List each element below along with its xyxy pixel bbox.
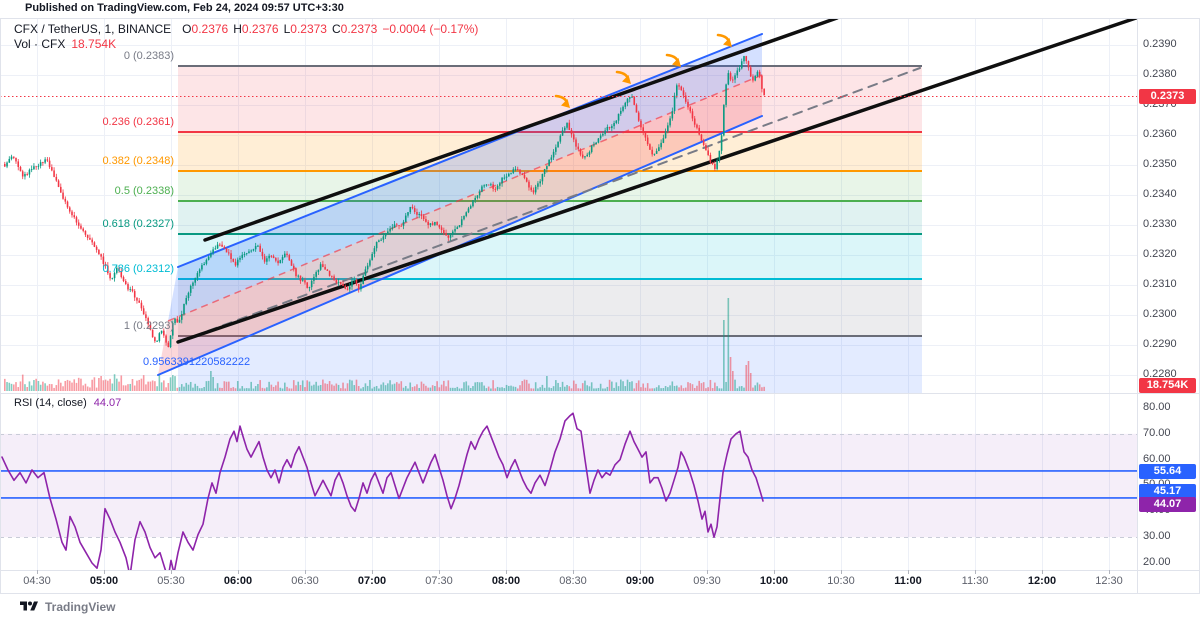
lower-black-trendline[interactable]: [176, 18, 1137, 344]
ohlc-value: 0.2373: [340, 22, 378, 36]
time-label-06:00: 06:00: [223, 575, 253, 587]
time-label-11:00: 11:00: [894, 575, 922, 587]
time-label-05:30: 05:30: [157, 575, 185, 587]
ohlc-value: 0.2376: [241, 22, 279, 36]
time-label-10:30: 10:30: [827, 575, 855, 587]
tradingview-logo-icon[interactable]: [20, 599, 38, 614]
rsi-tick-label: 70.00: [1143, 426, 1171, 439]
fib-level-label-1[interactable]: 1 (0.2293): [123, 320, 174, 332]
candlestick-series[interactable]: [4, 55, 765, 349]
rsi-band-fill: [0, 433, 1137, 538]
symbol-title: CFX / TetherUS, 1, BINANCE: [14, 22, 172, 36]
fib-level-label-0.236[interactable]: 0.236 (0.2361): [102, 116, 174, 128]
time-label-07:00: 07:00: [357, 575, 387, 587]
ohlc-label: O: [182, 22, 192, 36]
ohlc-value: 0.2373: [290, 22, 327, 36]
price-tick-label: 0.2350: [1143, 158, 1177, 170]
rsi-line-badge-upper: 55.64: [1139, 464, 1196, 479]
ohlc-label: C: [331, 22, 341, 36]
volume-label: Vol · CFX: [14, 37, 66, 51]
down-arrow-head-icon: [723, 38, 732, 47]
volume-value: 18.754K: [71, 37, 117, 51]
time-label-05:00: 05:00: [89, 575, 119, 587]
time-label-09:30: 09:30: [693, 575, 721, 587]
arrow-markers[interactable]: [554, 33, 732, 108]
ohlc-label: L: [283, 22, 291, 36]
fib-level-label-0.5[interactable]: 0.5 (0.2338): [114, 185, 174, 197]
rsi-tick-label: 60.00: [1143, 452, 1171, 465]
price-tick-label: 0.2320: [1143, 248, 1177, 260]
ohlc-label: H: [233, 22, 242, 36]
price-tick-label: 0.2330: [1143, 218, 1177, 230]
price-tick-label: 0.2290: [1143, 338, 1177, 350]
fib-level-label-0.382[interactable]: 0.382 (0.2348): [102, 155, 174, 167]
footer: TradingView: [20, 599, 115, 614]
price-tick-label: 0.2300: [1143, 308, 1177, 320]
volume-legend[interactable]: Vol · CFX 18.754K: [14, 37, 116, 51]
published-bar: Published on TradingView.com, Feb 24, 20…: [25, 2, 344, 14]
rsi-value-badge: 44.07: [1139, 497, 1196, 512]
down-arrow-head-icon: [561, 99, 570, 108]
fib-level-label-0.786[interactable]: 0.786 (0.2312): [102, 263, 174, 275]
price-tick-label: 0.2360: [1143, 128, 1177, 140]
price-tick-label: 0.2280: [1143, 368, 1177, 380]
rsi-line: [1, 412, 764, 570]
time-label-08:30: 08:30: [559, 575, 587, 587]
channel-upper-line[interactable]: [177, 33, 763, 268]
time-label-07:30: 07:30: [425, 575, 453, 587]
time-label-09:00: 09:00: [625, 575, 655, 587]
time-label-04:30: 04:30: [23, 575, 51, 587]
change-value: −0.0004 (−0.17%): [382, 22, 479, 36]
price-tick-label: 0.2310: [1143, 278, 1177, 290]
rsi-legend[interactable]: RSI (14, close) 44.07: [14, 397, 121, 409]
time-label-08:00: 08:00: [491, 575, 521, 587]
rsi-tick-label: 30.00: [1143, 530, 1171, 543]
rsi-tick-label: 80.00: [1143, 401, 1171, 413]
symbol-legend[interactable]: CFX / TetherUS, 1, BINANCE O0.2376 H0.2376…: [14, 22, 478, 36]
time-label-12:00: 12:00: [1027, 575, 1057, 587]
dashed-trendline[interactable]: [177, 67, 921, 343]
ohlc-values: O0.2376 H0.2376 L0.2373 C0.2373: [177, 22, 377, 36]
time-label-10:00: 10:00: [759, 575, 789, 587]
price-pane[interactable]: [0, 18, 1137, 393]
fib-level-label-0.618[interactable]: 0.618 (0.2327): [102, 218, 174, 230]
last-price-badge: 0.2373: [1139, 89, 1196, 104]
upper-black-trendline[interactable]: [203, 18, 839, 242]
down-arrow-head-icon: [622, 75, 631, 84]
rsi-value: 44.07: [93, 397, 122, 409]
rsi-tick-label: 20.00: [1143, 555, 1171, 568]
price-tick-label: 0.2340: [1143, 188, 1177, 200]
volume-series: [4, 298, 765, 391]
down-arrow-head-icon: [672, 58, 681, 67]
parallel-channel[interactable]: [157, 33, 763, 376]
rsi-pane[interactable]: [0, 412, 1137, 578]
channel-lower-fill: [158, 75, 762, 375]
fib-below-one-band: [178, 336, 922, 393]
time-label-11:30: 11:30: [961, 575, 989, 587]
volume-badge: 18.754K: [1139, 378, 1196, 393]
fib-custom-level-label[interactable]: 0.9563391220582222: [143, 356, 251, 368]
grid-lines: [0, 18, 1137, 570]
price-tick-label: 0.2380: [1143, 68, 1177, 80]
brand-name[interactable]: TradingView: [45, 599, 116, 614]
fib-level-label-0[interactable]: 0 (0.2383): [123, 50, 174, 62]
channel-upper-fill: [168, 34, 762, 321]
time-label-06:30: 06:30: [291, 575, 319, 587]
rsi-title: RSI (14, close): [14, 397, 87, 409]
rsi-line-badge-lower: 45.17: [1139, 484, 1196, 499]
ohlc-value: 0.2376: [191, 22, 229, 36]
price-tick-label: 0.2390: [1143, 38, 1177, 50]
time-label-12:30: 12:30: [1095, 575, 1123, 587]
